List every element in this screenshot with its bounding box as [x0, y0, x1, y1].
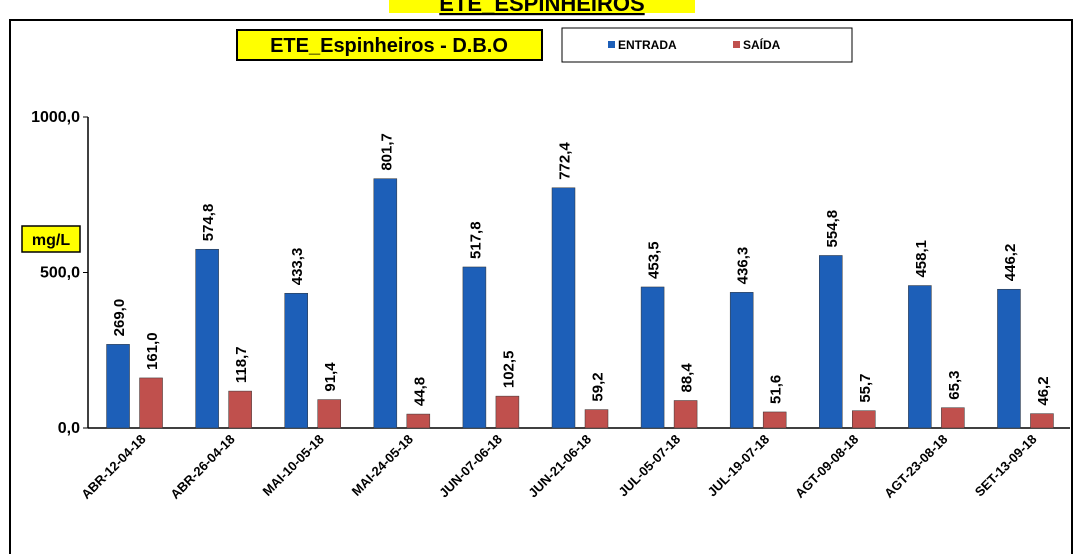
value-label: 55,7: [857, 373, 874, 402]
y-tick-label: 500,0: [40, 265, 80, 282]
value-label: 453,5: [646, 241, 663, 279]
value-label: 44,8: [411, 377, 428, 406]
bar: [819, 255, 843, 429]
page-title-box: [389, 0, 695, 13]
value-label: 118,7: [233, 346, 250, 383]
bar: [584, 409, 609, 429]
value-label: 801,7: [378, 133, 395, 171]
x-tick-label: JUL-05-07-18: [615, 432, 683, 500]
bar: [551, 187, 576, 429]
value-label: 446,2: [1002, 244, 1019, 282]
value-label: 554,8: [824, 210, 841, 248]
value-label: 91,4: [322, 362, 339, 392]
title-box: [236, 29, 543, 61]
ylabel-box: [21, 225, 81, 253]
value-label: 161,0: [144, 332, 161, 370]
x-tick-label: AGT-23-08-18: [881, 432, 950, 501]
bar: [852, 410, 876, 429]
x-tick-label: JUN-21-06-18: [525, 432, 594, 501]
value-label: 436,3: [735, 247, 752, 285]
value-label: 59,2: [590, 372, 607, 401]
value-label: 433,3: [289, 248, 306, 286]
y-tick-label: 0,0: [58, 420, 80, 437]
chart-title: ETE_Espinheiros - D.B.O: [270, 35, 508, 57]
value-label: 88,4: [679, 363, 696, 393]
value-label: 458,1: [913, 240, 930, 278]
y-axis-label: mg/L: [32, 232, 70, 249]
bar: [729, 292, 754, 429]
bar: [640, 286, 665, 429]
value-label: 269,0: [111, 299, 128, 337]
bar: [228, 390, 252, 429]
x-tick-label: MAI-10-05-18: [260, 432, 327, 499]
bar: [106, 344, 130, 429]
value-label: 102,5: [500, 351, 517, 389]
bar: [908, 285, 932, 429]
bar: [1030, 413, 1054, 429]
y-tick-label: 1000,0: [31, 109, 80, 126]
x-tick-label: JUN-07-06-18: [436, 432, 505, 501]
bar: [462, 266, 487, 429]
legend-label: ENTRADA: [618, 38, 677, 52]
x-tick-label: AGT-09-08-18: [792, 432, 861, 501]
value-label: 51,6: [768, 375, 785, 404]
value-label: 65,3: [946, 370, 963, 399]
bar: [317, 399, 341, 429]
bar: [673, 400, 698, 429]
legend-label: SAÍDA: [743, 37, 781, 52]
value-label: 772,4: [557, 142, 574, 180]
bar: [139, 377, 163, 429]
bar: [495, 395, 520, 429]
x-tick-label: MAI-24-05-18: [349, 432, 416, 499]
bar: [941, 407, 965, 429]
value-label: 574,8: [200, 204, 217, 242]
bar: [406, 413, 431, 429]
legend-swatch: [608, 41, 615, 48]
x-tick-label: ABR-26-04-18: [167, 432, 237, 502]
bar: [997, 288, 1021, 429]
page-title: ETE_ESPINHEIROS: [439, 0, 644, 16]
x-tick-label: SET-13-09-18: [972, 432, 1040, 500]
chart-frame: [9, 19, 1073, 554]
legend: [561, 27, 853, 63]
bar: [195, 248, 219, 429]
bar: [373, 178, 398, 429]
x-tick-label: ABR-12-04-18: [78, 432, 148, 502]
x-tick-label: JUL-19-07-18: [704, 432, 772, 500]
bar: [762, 411, 787, 429]
value-label: 46,2: [1035, 376, 1052, 405]
value-label: 517,8: [467, 221, 484, 259]
bar: [284, 292, 308, 429]
legend-swatch: [733, 41, 740, 48]
